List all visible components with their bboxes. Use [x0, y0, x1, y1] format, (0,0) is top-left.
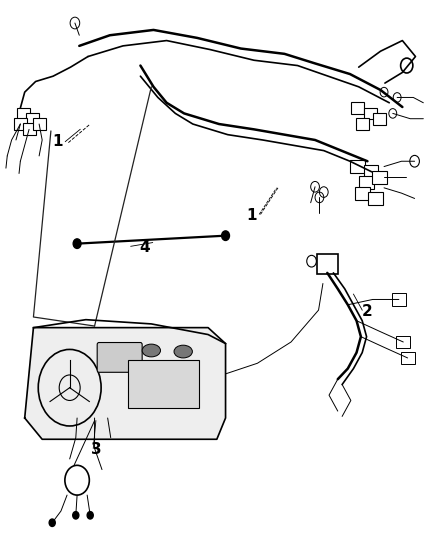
Circle shape — [87, 512, 93, 519]
Text: 4: 4 — [139, 240, 150, 255]
FancyBboxPatch shape — [401, 352, 415, 365]
FancyBboxPatch shape — [368, 192, 383, 205]
FancyBboxPatch shape — [355, 187, 370, 199]
Circle shape — [49, 519, 55, 527]
FancyBboxPatch shape — [128, 360, 199, 408]
FancyBboxPatch shape — [32, 118, 46, 130]
Circle shape — [73, 239, 81, 248]
FancyBboxPatch shape — [356, 118, 369, 130]
Text: 1: 1 — [52, 134, 63, 149]
FancyBboxPatch shape — [350, 160, 365, 173]
FancyBboxPatch shape — [396, 336, 410, 349]
FancyBboxPatch shape — [373, 113, 386, 125]
Ellipse shape — [174, 345, 192, 358]
FancyBboxPatch shape — [25, 113, 39, 125]
Text: 2: 2 — [362, 304, 373, 319]
FancyBboxPatch shape — [351, 102, 364, 114]
FancyBboxPatch shape — [97, 343, 142, 372]
FancyBboxPatch shape — [392, 293, 406, 306]
Text: 3: 3 — [92, 442, 102, 457]
FancyBboxPatch shape — [372, 171, 387, 183]
Ellipse shape — [142, 344, 160, 357]
FancyBboxPatch shape — [22, 124, 35, 135]
Polygon shape — [25, 328, 226, 439]
FancyBboxPatch shape — [359, 176, 374, 189]
FancyBboxPatch shape — [317, 254, 338, 274]
FancyBboxPatch shape — [14, 118, 27, 130]
Circle shape — [73, 512, 79, 519]
Text: 1: 1 — [247, 208, 257, 223]
Circle shape — [222, 231, 230, 240]
FancyBboxPatch shape — [364, 165, 378, 178]
FancyBboxPatch shape — [17, 108, 30, 119]
FancyBboxPatch shape — [364, 108, 378, 119]
